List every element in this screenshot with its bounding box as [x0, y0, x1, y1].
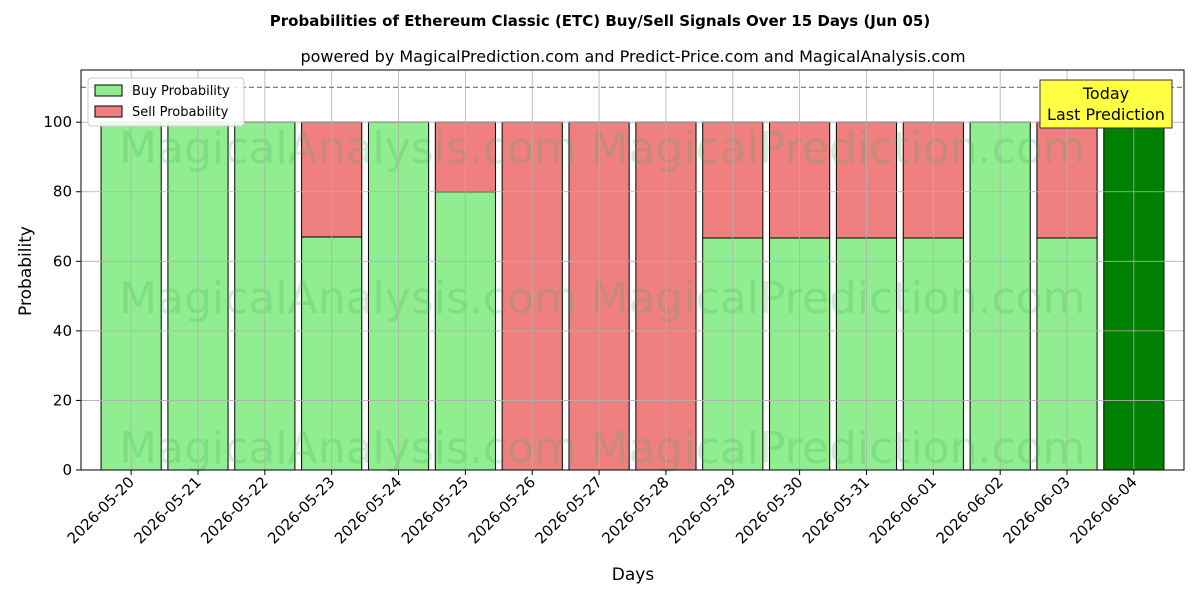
x-tick-label: 2026-05-25 [398, 473, 472, 547]
x-tick-label: 2026-06-04 [1066, 473, 1140, 547]
legend-swatch [94, 105, 123, 118]
annotation-text: Today [1082, 84, 1129, 103]
x-tick-label: 2026-06-03 [999, 473, 1073, 547]
x-axis-label: Days [612, 565, 655, 585]
y-tick-label: 0 [62, 461, 72, 479]
y-axis-label: Probability [16, 226, 36, 316]
x-tick-label: 2026-05-24 [331, 473, 405, 547]
y-tick-label: 100 [43, 113, 72, 131]
watermark: MagicalAnalysis.com [119, 423, 577, 474]
plot-frame [80, 69, 1185, 471]
legend-box [87, 77, 245, 127]
watermark: MagicalPrediction.com [591, 123, 1086, 174]
y-tick-label: 80 [53, 183, 72, 201]
x-tick-label: 2026-05-26 [465, 473, 539, 547]
x-tick-label: 2026-05-27 [532, 473, 606, 547]
x-tick-label: 2026-05-20 [64, 473, 138, 547]
x-tick-label: 2026-05-30 [732, 473, 806, 547]
chart-title: Probabilities of Ethereum Classic (ETC) … [270, 12, 930, 30]
x-tick-label: 2026-05-21 [130, 473, 204, 547]
y-tick-label: 40 [53, 322, 72, 340]
annotation-text: Last Prediction [1047, 105, 1165, 124]
watermark: MagicalAnalysis.com [119, 123, 577, 174]
annotation-box [1039, 79, 1173, 129]
y-tick-label: 60 [53, 252, 72, 270]
chart-subtitle: powered by MagicalPrediction.com and Pre… [300, 47, 965, 66]
x-tick-label: 2026-05-28 [598, 473, 672, 547]
y-tick-label: 20 [53, 391, 72, 409]
x-tick-label: 2026-05-23 [264, 473, 338, 547]
x-tick-label: 2026-05-22 [197, 473, 271, 547]
x-tick-label: 2026-06-02 [933, 473, 1007, 547]
x-tick-label: 2026-05-29 [665, 473, 739, 547]
x-tick-label: 2026-06-01 [866, 473, 940, 547]
x-tick-label: 2026-05-31 [799, 473, 873, 547]
watermark: MagicalPrediction.com [591, 273, 1086, 324]
watermark: MagicalAnalysis.com [119, 273, 577, 324]
legend-label: Buy Probability [132, 84, 230, 99]
legend-label: Sell Probability [132, 105, 229, 120]
watermark: MagicalPrediction.com [591, 423, 1086, 474]
legend-swatch [94, 84, 123, 97]
